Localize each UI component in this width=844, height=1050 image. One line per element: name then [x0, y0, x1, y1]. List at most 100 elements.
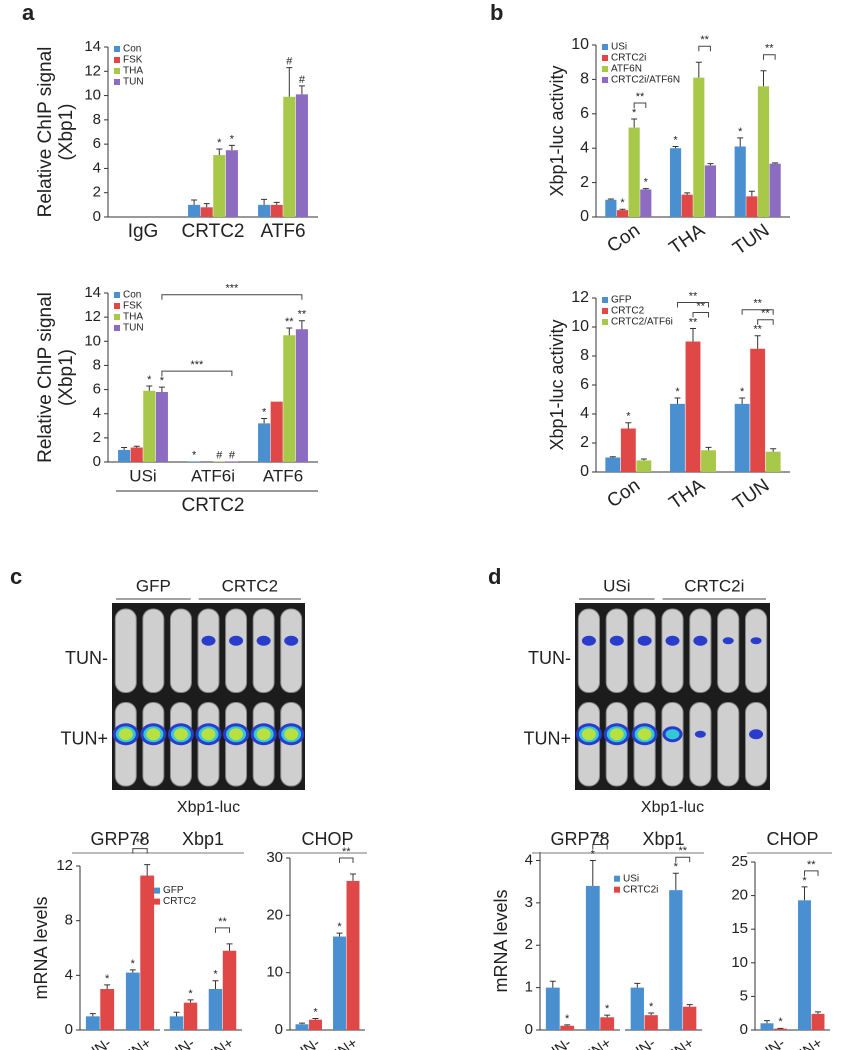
y-axis-label: (Xbp1): [56, 103, 77, 160]
bar: [213, 155, 226, 217]
signal: [609, 728, 624, 741]
signal: [201, 635, 216, 646]
y-tick-label: 4: [580, 139, 589, 156]
mouse: [197, 608, 220, 693]
bracket: [675, 856, 691, 863]
chart-title: Xbp1: [182, 829, 224, 849]
error-bar: [686, 1004, 693, 1007]
legend-label: USi: [623, 873, 639, 884]
y-tick-label: 10: [266, 964, 283, 981]
mouse: [661, 608, 684, 693]
x-tick-label: THA: [666, 475, 709, 514]
x-tick-label: TUN-: [749, 1035, 788, 1050]
significance: *: [673, 134, 678, 146]
error-bar: [748, 190, 755, 197]
bar: [746, 196, 758, 217]
bar: [760, 1023, 774, 1030]
chart-title: GRP78: [90, 829, 149, 849]
significance: *: [192, 449, 197, 461]
significance: *: [738, 126, 743, 138]
legend-swatch: [114, 46, 120, 52]
bar: [750, 348, 766, 472]
bar: [295, 94, 308, 217]
error-bar: [350, 873, 356, 881]
x-tick-label: Con: [603, 220, 644, 257]
bar: [295, 329, 308, 462]
error-bar: [737, 137, 744, 147]
x-tick-label: TUN-: [75, 1035, 114, 1050]
bracket-label: **: [596, 832, 605, 844]
legend-label: TUN: [123, 77, 144, 88]
bar: [765, 451, 781, 472]
bar: [681, 194, 693, 217]
signal: [581, 635, 596, 646]
error-bar: [815, 1011, 821, 1014]
mouse: [280, 608, 303, 693]
significance: *: [675, 386, 680, 398]
error-bar: [607, 198, 614, 200]
y-tick-label: 0: [580, 463, 589, 480]
bracket-label: **: [761, 308, 770, 320]
significance: *: [649, 1001, 654, 1013]
panel-letter: d: [488, 564, 501, 589]
y-tick-label: 4: [93, 159, 101, 176]
bar: [628, 127, 640, 217]
error-bar: [312, 1018, 319, 1020]
bracket-label: **: [218, 916, 227, 928]
x-tick-label: TUN+: [655, 1034, 697, 1050]
y-tick-label: 4: [525, 851, 533, 868]
y-tick-label: 2: [580, 434, 589, 451]
error-bar: [273, 201, 280, 205]
bracket: [161, 370, 233, 377]
bracket: [132, 848, 148, 854]
error-bar: [801, 886, 808, 901]
row-label: TUN-: [528, 648, 571, 668]
x-tick-label: TUN: [729, 220, 773, 260]
significance: *: [217, 137, 222, 149]
bar: [188, 461, 201, 462]
legend-label: TUN: [123, 323, 144, 334]
mouse: [744, 608, 768, 693]
bar: [283, 96, 296, 217]
bar: [169, 1016, 184, 1030]
y-tick-label: 2: [93, 184, 101, 201]
signal: [284, 728, 299, 741]
error-bar: [144, 864, 151, 876]
bracket-label: **: [689, 290, 698, 302]
y-axis-label: Xbp1-luc activity: [547, 65, 567, 196]
bar: [757, 86, 770, 217]
signal: [665, 635, 680, 646]
chart-title: CHOP: [301, 829, 353, 849]
y-tick-label: 14: [84, 38, 101, 55]
legend-label: ATF6N: [611, 64, 642, 75]
significance: *: [188, 988, 193, 1000]
y-tick-label: 15: [731, 920, 748, 937]
bar: [130, 447, 143, 462]
signal: [694, 730, 706, 738]
error-bar: [129, 969, 136, 973]
signal: [256, 728, 271, 741]
x-tick-label: ATF6: [260, 221, 305, 242]
x-tick-label: TUN-: [535, 1035, 574, 1050]
error-bar: [705, 446, 712, 451]
y-tick-label: 5: [740, 987, 748, 1004]
legend-swatch: [614, 875, 620, 882]
group-label: CRTC2: [182, 495, 245, 516]
legend-label: GFP: [611, 295, 632, 306]
bar: [270, 204, 283, 217]
signal: [229, 728, 244, 741]
mouse: [577, 608, 601, 693]
legend-swatch: [602, 66, 608, 72]
y-tick-label: 0: [580, 208, 589, 225]
y-tick-label: 25: [731, 853, 748, 870]
y-tick-label: 0: [740, 1021, 748, 1038]
significance: **: [298, 309, 307, 321]
bar: [346, 880, 360, 1030]
bar: [669, 148, 682, 217]
error-bar: [191, 199, 198, 205]
bar: [188, 204, 201, 217]
error-bar: [564, 1024, 571, 1026]
bar: [669, 890, 683, 1030]
bar: [183, 1002, 198, 1030]
significance: *: [591, 848, 596, 860]
